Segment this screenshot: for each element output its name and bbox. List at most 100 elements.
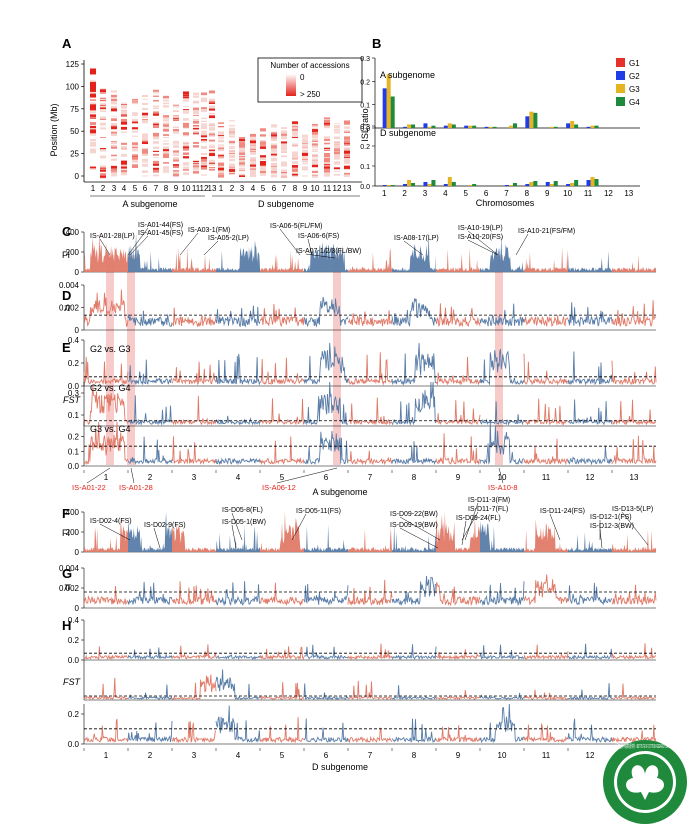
a-chrom-column: [183, 132, 189, 136]
c-annotation-label: IS-A10-19(LP): [458, 225, 503, 232]
a-chrom-column: [173, 141, 179, 144]
track-ytick-label: 0.4: [68, 336, 80, 345]
d-chrom-column: [229, 140, 235, 144]
d-chrom-column: [239, 157, 245, 161]
track-series-chr12: [567, 643, 613, 661]
d-chrom-column: [292, 135, 298, 138]
a-chrom-column: [121, 104, 127, 107]
d-chrom-column: [250, 150, 256, 152]
d-chrom-column: [334, 137, 340, 139]
e-red-label: IS-A06-12: [262, 483, 296, 492]
a-chrom-column: [90, 91, 96, 94]
a-chrom-column: [183, 94, 189, 97]
d-chrom-column: [292, 126, 298, 128]
c-annotation-leader: [99, 238, 111, 256]
d-chrom-column: [324, 173, 330, 177]
d-chrom-column: [271, 169, 277, 173]
c-annotation-label: IS-A01-28(LP): [90, 233, 135, 240]
d-chrom-column: [271, 171, 277, 174]
d-chrom-column: [334, 136, 340, 140]
highlight-band: [333, 255, 341, 465]
d-xtick-label: 2: [230, 184, 235, 193]
a-chrom-column: [111, 105, 117, 109]
track-series-chr8: [391, 441, 437, 466]
track-series-chr10: [479, 303, 525, 327]
a-chrom-column: [163, 147, 169, 151]
f-annotation-label: IS-D11-24(FS): [540, 508, 585, 515]
d-chrom-column: [292, 145, 298, 147]
d-chrom-column: [260, 165, 266, 167]
track-ytick-label: 0: [75, 548, 80, 557]
b-xtick-label: 4: [443, 189, 448, 198]
track-series-chr8: [391, 644, 437, 661]
track-ytick-label: 0.0: [68, 656, 80, 665]
d-chrom-column: [302, 167, 308, 171]
a-hotspot: [90, 93, 96, 98]
a-chrom-column: [209, 166, 215, 169]
track-series-chr12: [567, 683, 613, 701]
a-chrom-column: [90, 102, 96, 105]
legend-swatch-G2: [616, 71, 625, 80]
a-chrom-column: [111, 124, 117, 126]
a-chrom-column: [209, 139, 215, 142]
a-chrom-column: [90, 167, 96, 170]
a-chrom-column: [173, 159, 179, 162]
b-bar-G3: [447, 123, 452, 128]
d-chrom-column: [344, 140, 350, 144]
d-chrom-column: [229, 158, 235, 162]
a-chrom-column: [121, 131, 127, 133]
track-ytick-label: 0: [75, 326, 80, 335]
track-ytick-label: 0: [75, 268, 80, 277]
d-chrom-column: [281, 174, 287, 177]
a-chrom-column: [100, 155, 106, 159]
a-chrom-column: [153, 105, 159, 107]
a-chrom-column: [163, 105, 169, 108]
d-chrom-column: [229, 124, 235, 127]
a-chrom-column: [90, 148, 96, 152]
a-chrom-column: [201, 152, 207, 156]
a-chrom-column: [132, 148, 138, 152]
a-chrom-column: [209, 164, 215, 166]
d-chrom-column: [302, 137, 308, 139]
a-chrom-column: [163, 166, 169, 169]
panel-g-ylabel: π: [64, 582, 71, 593]
a-chrom-column: [132, 100, 138, 102]
a-chrom-column: [209, 149, 215, 152]
d-chrom-column: [312, 125, 318, 128]
a-chrom-column: [153, 174, 159, 177]
a-chrom-column: [183, 134, 189, 137]
d-chrom-column: [334, 154, 340, 157]
track-xtick-label: 9: [456, 751, 461, 760]
track-series-chr13: [612, 683, 657, 701]
d-chrom-column: [281, 170, 287, 173]
track-series-chr13: [611, 724, 657, 744]
d-xtick-label: 5: [261, 184, 266, 193]
d-chrom-column: [312, 162, 318, 166]
b-bar-G4: [553, 126, 558, 128]
d-chrom-column: [344, 167, 350, 169]
a-chrom-column: [201, 165, 207, 168]
d-chrom-column: [271, 124, 277, 127]
track-series-chr6: [303, 683, 349, 701]
a-chrom-column: [193, 160, 199, 164]
a-chrom-column: [173, 153, 179, 156]
d-chrom-column: [302, 149, 308, 151]
a-xtick-label: 2: [101, 184, 106, 193]
track-xtick-label: 9: [456, 473, 461, 482]
a-xtick-label: 8: [164, 184, 169, 193]
panel-e-letter: E: [62, 340, 71, 355]
f-annotation-label: IS-D13-5(LP): [612, 506, 653, 513]
b-bar-G4: [533, 181, 538, 186]
a-chrom-column: [173, 126, 179, 129]
d-chrom-column: [344, 174, 350, 177]
track-ytick-label: 200: [66, 528, 80, 537]
d-xtick-label: 12: [333, 184, 342, 193]
track-series-chr9: [436, 247, 480, 272]
track-ytick-label: 0.002: [59, 584, 80, 593]
d-chrom-column: [312, 129, 318, 132]
a-chrom-column: [142, 98, 148, 100]
d-chrom-column: [271, 145, 277, 148]
f-annotation-label: IS-D12-3(BW): [590, 523, 634, 530]
b-xtick-label: 6: [484, 189, 489, 198]
a-hotspot: [90, 81, 96, 92]
